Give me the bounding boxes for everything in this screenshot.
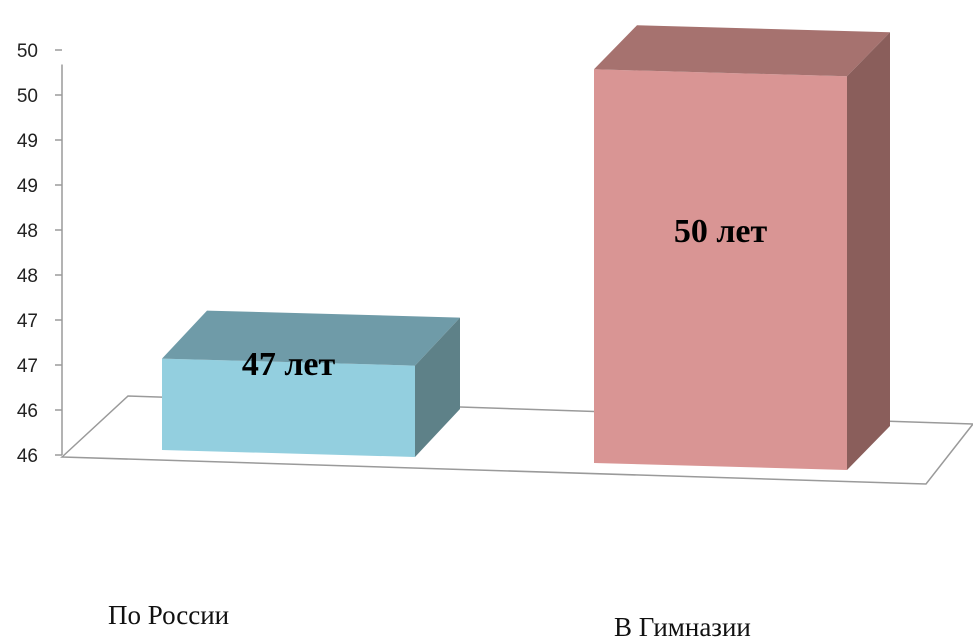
y-tick-label: 47	[17, 356, 38, 377]
bar-top-2	[594, 25, 890, 77]
bar-front-2	[594, 69, 847, 471]
y-tick-label: 46	[17, 401, 38, 422]
chart-floor	[60, 395, 973, 485]
y-tick-label: 50	[17, 41, 38, 62]
category-label-russia: По России	[108, 600, 230, 630]
y-tick-label: 47	[17, 311, 38, 332]
category-label-gymnasium: В Гимназии	[614, 612, 751, 642]
y-tick-label: 49	[17, 176, 38, 197]
y-tick-label: 46	[17, 446, 38, 467]
bar-side-1	[415, 317, 460, 457]
y-tick-label: 49	[17, 131, 38, 152]
bar-data-labels: 47 лет 50 лет	[242, 213, 768, 383]
y-axis: 46 46 47 47 48 48 49 49 50 50	[17, 41, 63, 467]
y-tick-label: 50	[17, 86, 38, 107]
bar-data-label-1: 47 лет	[242, 346, 336, 383]
y-tick-label: 48	[17, 266, 38, 287]
bars	[162, 25, 890, 471]
bar-side-2	[847, 32, 890, 471]
bar-front-1	[162, 358, 415, 457]
y-tick-label: 48	[17, 221, 38, 242]
bar-top-1	[162, 310, 460, 366]
bar-data-label-2: 50 лет	[674, 213, 768, 250]
